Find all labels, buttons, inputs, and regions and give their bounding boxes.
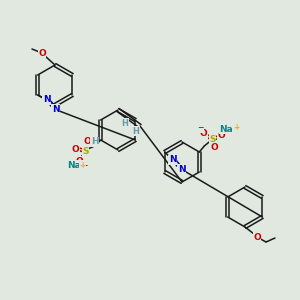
Text: Na: Na <box>219 124 233 134</box>
Text: +: + <box>80 160 86 169</box>
Text: O: O <box>210 143 218 152</box>
Text: S: S <box>209 134 216 143</box>
Text: O: O <box>38 49 46 58</box>
Text: Na: Na <box>67 160 81 169</box>
Text: −: − <box>82 161 88 170</box>
Text: O: O <box>253 232 261 242</box>
Text: O: O <box>218 131 225 140</box>
Text: O: O <box>200 130 207 139</box>
Text: H: H <box>122 118 128 127</box>
Text: O: O <box>72 145 80 154</box>
Text: N: N <box>169 155 176 164</box>
Text: O: O <box>84 137 92 146</box>
Text: S: S <box>82 146 89 155</box>
Text: N: N <box>178 164 185 173</box>
Text: N: N <box>43 95 50 104</box>
Text: N: N <box>52 104 59 113</box>
Text: H: H <box>91 137 98 146</box>
Text: O: O <box>76 157 84 166</box>
Text: +: + <box>233 122 239 131</box>
Text: −: − <box>197 124 203 133</box>
Text: H: H <box>133 127 140 136</box>
